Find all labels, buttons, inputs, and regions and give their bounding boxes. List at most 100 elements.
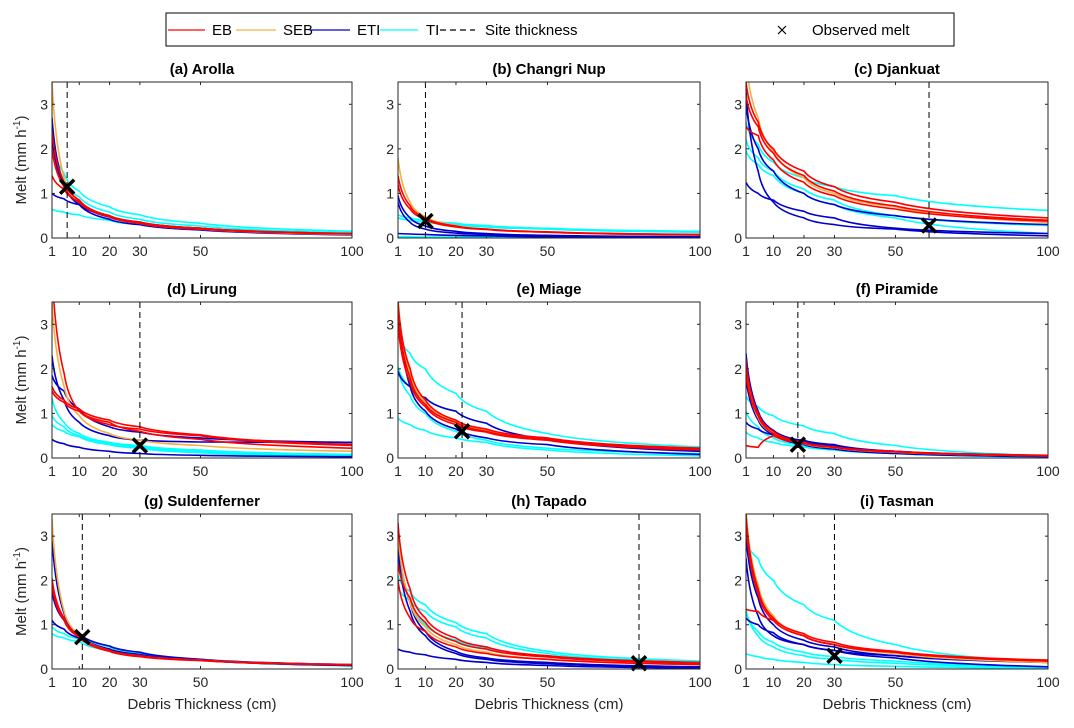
series-line-eb bbox=[746, 522, 1048, 662]
series-line-eb bbox=[746, 434, 1048, 457]
legend-item-observed-melt: Observed melt bbox=[777, 22, 910, 39]
series-line-eb bbox=[52, 148, 352, 235]
y-tick-label: 1 bbox=[40, 405, 48, 421]
series-line-ti bbox=[52, 424, 352, 458]
panel-title: (e) Miage bbox=[516, 281, 581, 298]
series-line-ti bbox=[746, 150, 1048, 235]
series-line-eti bbox=[746, 181, 1048, 235]
observed-melt-marker bbox=[453, 423, 471, 440]
x-axis-label: Debris Thickness (cm) bbox=[475, 696, 624, 713]
y-tick-label: 2 bbox=[734, 361, 742, 377]
series-line-seb bbox=[747, 82, 1048, 224]
series-line-ti bbox=[398, 575, 700, 662]
series-line-eb bbox=[52, 386, 352, 446]
x-tick-label: 50 bbox=[193, 243, 209, 259]
legend-box bbox=[165, 12, 955, 47]
x-tick-label: 1 bbox=[48, 243, 56, 259]
series-line-eti bbox=[52, 438, 352, 458]
x-tick-label: 20 bbox=[796, 674, 812, 690]
x-tick-label: 10 bbox=[71, 674, 87, 690]
series-line-eb bbox=[398, 310, 700, 450]
x-axis-label: Debris Thickness (cm) bbox=[128, 696, 277, 713]
y-tick-label: 0 bbox=[40, 230, 48, 246]
x-tick-label: 100 bbox=[1036, 463, 1060, 479]
x-tick-label: 30 bbox=[479, 674, 495, 690]
x-tick-label: 20 bbox=[796, 463, 812, 479]
series-line-eb bbox=[746, 95, 1048, 221]
panel-title: (b) Changri Nup bbox=[492, 61, 605, 78]
x-tick-label: 100 bbox=[340, 243, 364, 259]
series-line-eb bbox=[52, 390, 352, 449]
panel-title: (c) Djankuat bbox=[854, 61, 940, 78]
x-tick-label: 30 bbox=[827, 674, 843, 690]
legend-label: SEB bbox=[283, 22, 313, 39]
series-line-ti bbox=[52, 415, 352, 457]
x-tick-label: 20 bbox=[102, 463, 118, 479]
legend-label: Site thickness bbox=[485, 22, 578, 39]
y-tick-label: 1 bbox=[386, 617, 394, 633]
x-tick-label: 30 bbox=[132, 674, 148, 690]
series-line-eti bbox=[746, 90, 1048, 237]
series-line-eb bbox=[746, 126, 1048, 222]
panel-title: (i) Tasman bbox=[860, 493, 934, 510]
series-line-seb bbox=[746, 514, 1048, 664]
series-line-ti bbox=[52, 139, 352, 233]
x-tick-label: 1 bbox=[48, 463, 56, 479]
panel-title: (a) Arolla bbox=[170, 61, 235, 78]
axes-frame bbox=[51, 301, 353, 459]
x-tick-label: 1 bbox=[742, 674, 750, 690]
x-tick-label: 1 bbox=[394, 243, 402, 259]
series-line-eti bbox=[746, 377, 1048, 458]
series-group bbox=[52, 302, 352, 458]
y-tick-label: 2 bbox=[386, 141, 394, 157]
series-line-eb bbox=[398, 302, 700, 449]
series-line-ti bbox=[52, 586, 352, 666]
x-tick-label: 100 bbox=[688, 463, 712, 479]
series-line-eb bbox=[746, 82, 1048, 219]
y-tick-label: 2 bbox=[386, 361, 394, 377]
legend-label: ETI bbox=[357, 22, 380, 39]
x-tick-label: 20 bbox=[102, 674, 118, 690]
x-tick-label: 20 bbox=[448, 463, 464, 479]
axes-frame bbox=[51, 81, 353, 239]
x-tick-label: 50 bbox=[540, 243, 556, 259]
series-line-seb bbox=[52, 302, 352, 453]
series-line-ti bbox=[398, 333, 700, 448]
y-tick-label: 1 bbox=[734, 617, 742, 633]
x-tick-label: 30 bbox=[479, 463, 495, 479]
x-tick-label: 100 bbox=[340, 674, 364, 690]
observed-melt-marker bbox=[131, 437, 149, 454]
series-line-eb bbox=[398, 522, 700, 664]
x-tick-label: 1 bbox=[742, 463, 750, 479]
panel-title: (d) Lirung bbox=[167, 281, 237, 298]
series-line-ti bbox=[746, 396, 1048, 457]
y-tick-label: 3 bbox=[386, 528, 394, 544]
legend-item-site-thickness: Site thickness bbox=[440, 22, 578, 39]
y-tick-label: 3 bbox=[734, 528, 742, 544]
x-tick-label: 20 bbox=[448, 674, 464, 690]
y-tick-label: 2 bbox=[386, 572, 394, 588]
legend-item-seb: SEB bbox=[236, 22, 313, 39]
y-tick-label: 0 bbox=[386, 450, 394, 466]
x-tick-label: 30 bbox=[827, 463, 843, 479]
y-tick-label: 0 bbox=[40, 450, 48, 466]
y-tick-label: 0 bbox=[734, 450, 742, 466]
series-line-ti bbox=[398, 217, 700, 233]
series-line-ti bbox=[746, 609, 1048, 668]
y-tick-label: 3 bbox=[734, 96, 742, 112]
axes-frame bbox=[397, 301, 701, 459]
y-tick-label: 2 bbox=[734, 572, 742, 588]
series-line-seb bbox=[398, 531, 700, 666]
y-tick-label: 2 bbox=[40, 572, 48, 588]
series-group bbox=[52, 82, 352, 236]
axes-frame bbox=[397, 81, 701, 239]
y-tick-label: 1 bbox=[40, 185, 48, 201]
legend-item-eti: ETI bbox=[310, 22, 380, 39]
observed-melt-marker bbox=[630, 655, 648, 672]
